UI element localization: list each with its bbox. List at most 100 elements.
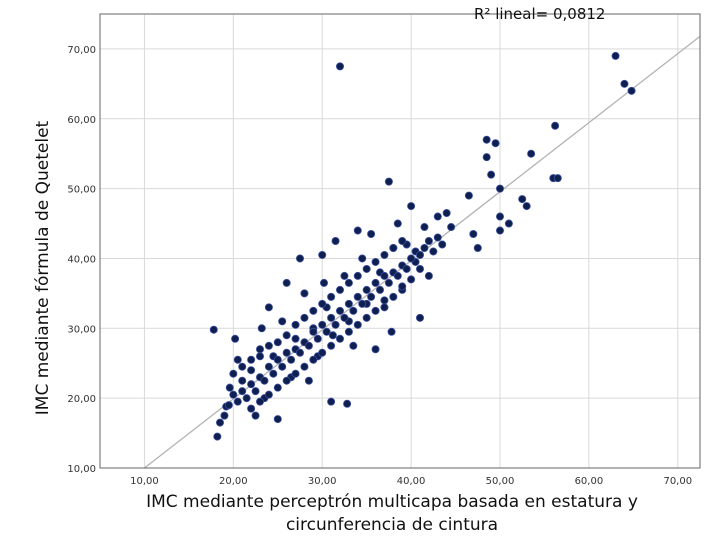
- data-point: [331, 320, 340, 329]
- data-point: [438, 240, 447, 249]
- data-point: [380, 250, 389, 259]
- data-point: [389, 292, 398, 301]
- data-point: [611, 51, 620, 60]
- data-point: [482, 135, 491, 144]
- data-point: [402, 264, 411, 273]
- data-point: [215, 418, 224, 427]
- y-axis-title: IMC mediante fórmula de Quetelet: [33, 120, 53, 415]
- y-tick-label: 60,00: [67, 115, 96, 126]
- data-point: [433, 233, 442, 242]
- data-point: [375, 285, 384, 294]
- data-point: [358, 299, 367, 308]
- data-point: [482, 153, 491, 162]
- data-point: [291, 369, 300, 378]
- y-tick-label: 10,00: [67, 464, 96, 475]
- gridlines: [100, 14, 700, 469]
- data-point: [231, 334, 240, 343]
- data-point: [398, 236, 407, 245]
- data-point: [278, 317, 287, 326]
- data-point: [335, 334, 344, 343]
- data-point: [362, 313, 371, 322]
- data-point: [220, 411, 229, 420]
- data-point: [335, 306, 344, 315]
- data-point: [371, 257, 380, 266]
- data-point: [504, 219, 513, 228]
- data-point: [251, 387, 260, 396]
- data-point: [327, 292, 336, 301]
- data-point: [300, 313, 309, 322]
- data-point: [238, 376, 247, 385]
- data-point: [353, 292, 362, 301]
- data-point: [464, 191, 473, 200]
- data-point: [527, 149, 536, 158]
- data-point: [331, 236, 340, 245]
- data-point: [318, 320, 327, 329]
- x-tick-label: 30,00: [308, 476, 337, 487]
- data-point: [287, 355, 296, 364]
- data-point: [344, 278, 353, 287]
- data-point: [269, 369, 278, 378]
- data-point: [313, 334, 322, 343]
- data-point: [371, 278, 380, 287]
- plot-frame: [99, 13, 701, 469]
- data-point: [380, 303, 389, 312]
- data-point: [380, 296, 389, 305]
- data-point: [344, 299, 353, 308]
- data-point: [327, 397, 336, 406]
- data-point: [343, 399, 352, 408]
- data-point: [551, 121, 560, 130]
- data-point: [353, 271, 362, 280]
- data-point: [398, 282, 407, 291]
- x-tick-label: 70,00: [663, 476, 692, 487]
- data-point: [318, 299, 327, 308]
- data-point: [384, 177, 393, 186]
- data-points: [209, 51, 636, 441]
- x-tick-label: 50,00: [486, 476, 515, 487]
- data-point: [257, 324, 266, 333]
- data-point: [264, 390, 273, 399]
- data-point: [495, 184, 504, 193]
- data-point: [282, 376, 291, 385]
- y-tick-label: 50,00: [67, 185, 96, 196]
- data-point: [371, 345, 380, 354]
- data-point: [367, 292, 376, 301]
- data-point: [318, 250, 327, 259]
- data-point: [487, 170, 496, 179]
- data-point: [291, 334, 300, 343]
- data-point: [424, 236, 433, 245]
- data-point: [328, 331, 337, 340]
- data-point: [260, 376, 269, 385]
- data-point: [247, 355, 256, 364]
- data-point: [247, 380, 256, 389]
- data-point: [353, 320, 362, 329]
- data-point: [233, 355, 242, 364]
- data-point: [209, 325, 218, 334]
- data-point: [229, 369, 238, 378]
- x-tick-label: 40,00: [397, 476, 426, 487]
- data-point: [327, 341, 336, 350]
- data-point: [415, 250, 424, 259]
- data-point: [518, 195, 527, 204]
- data-point: [242, 394, 251, 403]
- data-point: [344, 327, 353, 336]
- y-tick-label: 40,00: [67, 254, 96, 265]
- data-point: [309, 306, 318, 315]
- x-axis-title-line-2: circunferencia de cintura: [286, 515, 498, 535]
- data-point: [415, 313, 424, 322]
- data-point: [393, 271, 402, 280]
- data-point: [225, 383, 234, 392]
- data-point: [278, 362, 287, 371]
- data-point: [393, 219, 402, 228]
- x-tick-label: 10,00: [130, 476, 159, 487]
- data-point: [318, 348, 327, 357]
- data-point: [309, 355, 318, 364]
- data-point: [247, 366, 256, 375]
- data-point: [340, 313, 349, 322]
- data-point: [238, 387, 247, 396]
- data-point: [620, 79, 629, 88]
- data-point: [304, 341, 313, 350]
- data-point: [371, 306, 380, 315]
- data-point: [362, 264, 371, 273]
- data-point: [340, 271, 349, 280]
